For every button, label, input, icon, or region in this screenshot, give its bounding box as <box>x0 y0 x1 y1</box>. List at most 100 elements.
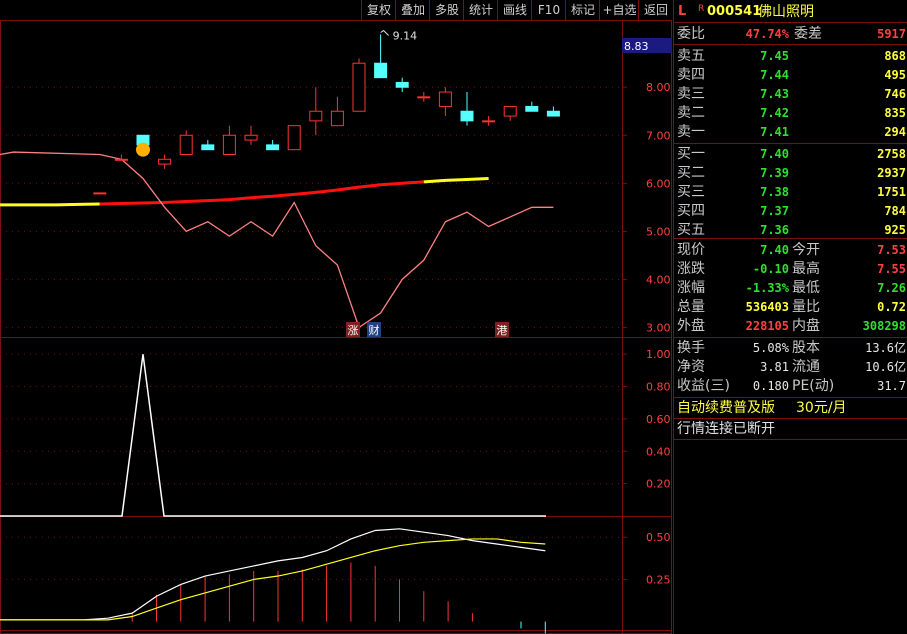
ratio-row: 委比 47.74% 委差 5917 <box>674 24 907 44</box>
stat-label: 最高 <box>792 261 820 277</box>
notice-price: 30元/月 <box>796 400 847 416</box>
fund-row: 收益(三) 0.180 PE(动) 31.7 <box>674 376 907 396</box>
toolbar-button[interactable]: 统计 <box>463 0 498 20</box>
y-tick-label: 5.00 <box>646 225 671 238</box>
bid-row[interactable]: 买五 7.36 925 <box>674 220 907 240</box>
stat-label: 涨跌 <box>677 261 705 277</box>
flag-label: L <box>678 4 687 19</box>
stat-label: 最低 <box>792 280 820 296</box>
current-price-label: 8.83 <box>624 40 649 53</box>
divider <box>674 238 907 239</box>
event-marker-label: 财 <box>369 323 380 337</box>
fund-label: 净资 <box>677 359 705 375</box>
signal-marker <box>136 142 150 157</box>
y-tick-label: 4.00 <box>646 273 671 286</box>
candle-body <box>287 125 301 151</box>
stat-row: 现价 7.40 今开 7.53 <box>674 240 907 260</box>
stat-value: -0.10 <box>752 262 789 276</box>
wc-label: 委差 <box>794 26 822 42</box>
stat-label: 量比 <box>792 299 820 315</box>
toolbar-button[interactable]: F10 <box>531 0 566 20</box>
stat-label: 外盘 <box>677 318 705 334</box>
bid-row[interactable]: 买二 7.39 2937 <box>674 163 907 183</box>
stock-code: 000541 <box>707 4 762 19</box>
fund-value: 5.08% <box>752 341 789 355</box>
ask-row[interactable]: 卖三 7.43 746 <box>674 84 907 104</box>
candle-body <box>201 144 215 151</box>
stat-value: 7.26 <box>877 281 906 295</box>
event-marker <box>367 322 381 337</box>
y-tick-label: 6.00 <box>646 177 671 190</box>
toolbar-button[interactable]: 叠加 <box>395 0 430 20</box>
divider <box>674 397 907 398</box>
notice-text: 自动续费普及版 <box>677 400 775 416</box>
bid-row[interactable]: 买一 7.40 2758 <box>674 144 907 164</box>
candle-body <box>503 105 517 117</box>
candle-body <box>417 96 431 99</box>
candle-body <box>222 134 236 155</box>
event-marker-label: 港 <box>497 324 508 337</box>
stat-value: 536403 <box>745 300 789 314</box>
level-label: 买二 <box>677 165 705 181</box>
current-price-box <box>622 38 672 53</box>
ask-row[interactable]: 卖一 7.41 294 <box>674 122 907 142</box>
level-price: 7.38 <box>760 185 789 199</box>
y-tick-label: 0.60 <box>646 413 671 426</box>
ma-fast-line <box>0 151 554 329</box>
fund-value: 0.180 <box>752 379 789 393</box>
candle-body <box>158 158 172 165</box>
connection-status: 行情连接已断开 <box>677 421 775 437</box>
toolbar-button[interactable]: 返回 <box>638 0 673 20</box>
y-tick-label: 0.40 <box>646 445 671 458</box>
fund-label: 换手 <box>677 340 705 356</box>
level-volume: 868 <box>884 49 906 63</box>
toolbar: 复权 叠加 多股 统计 画线 F10 标记 +自选 返回 <box>0 0 672 20</box>
divider <box>674 418 907 419</box>
indicator-line <box>0 354 546 517</box>
level-price: 7.39 <box>760 166 789 180</box>
stat-label: 内盘 <box>792 318 820 334</box>
stat-value: 308298 <box>862 319 906 333</box>
kline-chart[interactable]: 8.00 7.00 6.00 5.00 4.00 3.00 8.83 9.14 涨财 港 1.00 0… <box>0 0 672 634</box>
candle-body <box>179 134 193 155</box>
level-volume: 746 <box>884 87 906 101</box>
ma-slow-line <box>99 180 424 206</box>
candle-body <box>309 110 323 122</box>
toolbar-button[interactable]: 多股 <box>429 0 464 20</box>
stat-label: 涨幅 <box>677 280 705 296</box>
fund-label: 收益(三) <box>677 378 730 394</box>
candle-body <box>352 62 366 112</box>
y-tick-label: 3.00 <box>646 321 671 334</box>
toolbar-button[interactable]: 画线 <box>497 0 532 20</box>
notice-row[interactable]: 自动续费普及版 30元/月 <box>674 398 907 418</box>
toolbar-button[interactable]: 复权 <box>361 0 396 20</box>
level-label: 卖四 <box>677 67 705 83</box>
y-tick-label: 0.80 <box>646 381 671 394</box>
stock-name: 佛山照明 <box>758 4 814 20</box>
ask-row[interactable]: 卖四 7.44 495 <box>674 65 907 85</box>
ask-row[interactable]: 卖二 7.42 835 <box>674 103 907 123</box>
level-price: 7.45 <box>760 49 789 63</box>
fund-value: 31.7 <box>877 379 906 393</box>
candle-body <box>438 91 452 107</box>
indicator-series-line <box>0 538 546 621</box>
level-volume: 925 <box>884 223 906 237</box>
ask-row[interactable]: 卖五 7.45 868 <box>674 46 907 66</box>
sup-label: R <box>698 4 705 14</box>
y-tick-label: 8.00 <box>646 81 671 94</box>
bid-row[interactable]: 买三 7.38 1751 <box>674 182 907 202</box>
level-price: 7.37 <box>760 204 789 218</box>
toolbar-button[interactable]: +自选 <box>599 0 639 20</box>
candle-body <box>244 134 258 141</box>
level-label: 卖二 <box>677 105 705 121</box>
toolbar-button[interactable]: 标记 <box>565 0 600 20</box>
bid-row[interactable]: 买四 7.37 784 <box>674 201 907 221</box>
level-price: 7.43 <box>760 87 789 101</box>
level-volume: 835 <box>884 106 906 120</box>
quote-panel: L R 000541 佛山照明 委比 47.74% 委差 5917 卖五 7.45… <box>673 0 907 634</box>
stat-row: 外盘 228105 内盘 308298 <box>674 316 907 336</box>
wb-value: 47.74% <box>745 27 789 41</box>
level-volume: 784 <box>884 204 906 218</box>
ma-slow-line <box>423 177 489 184</box>
divider <box>674 22 907 23</box>
